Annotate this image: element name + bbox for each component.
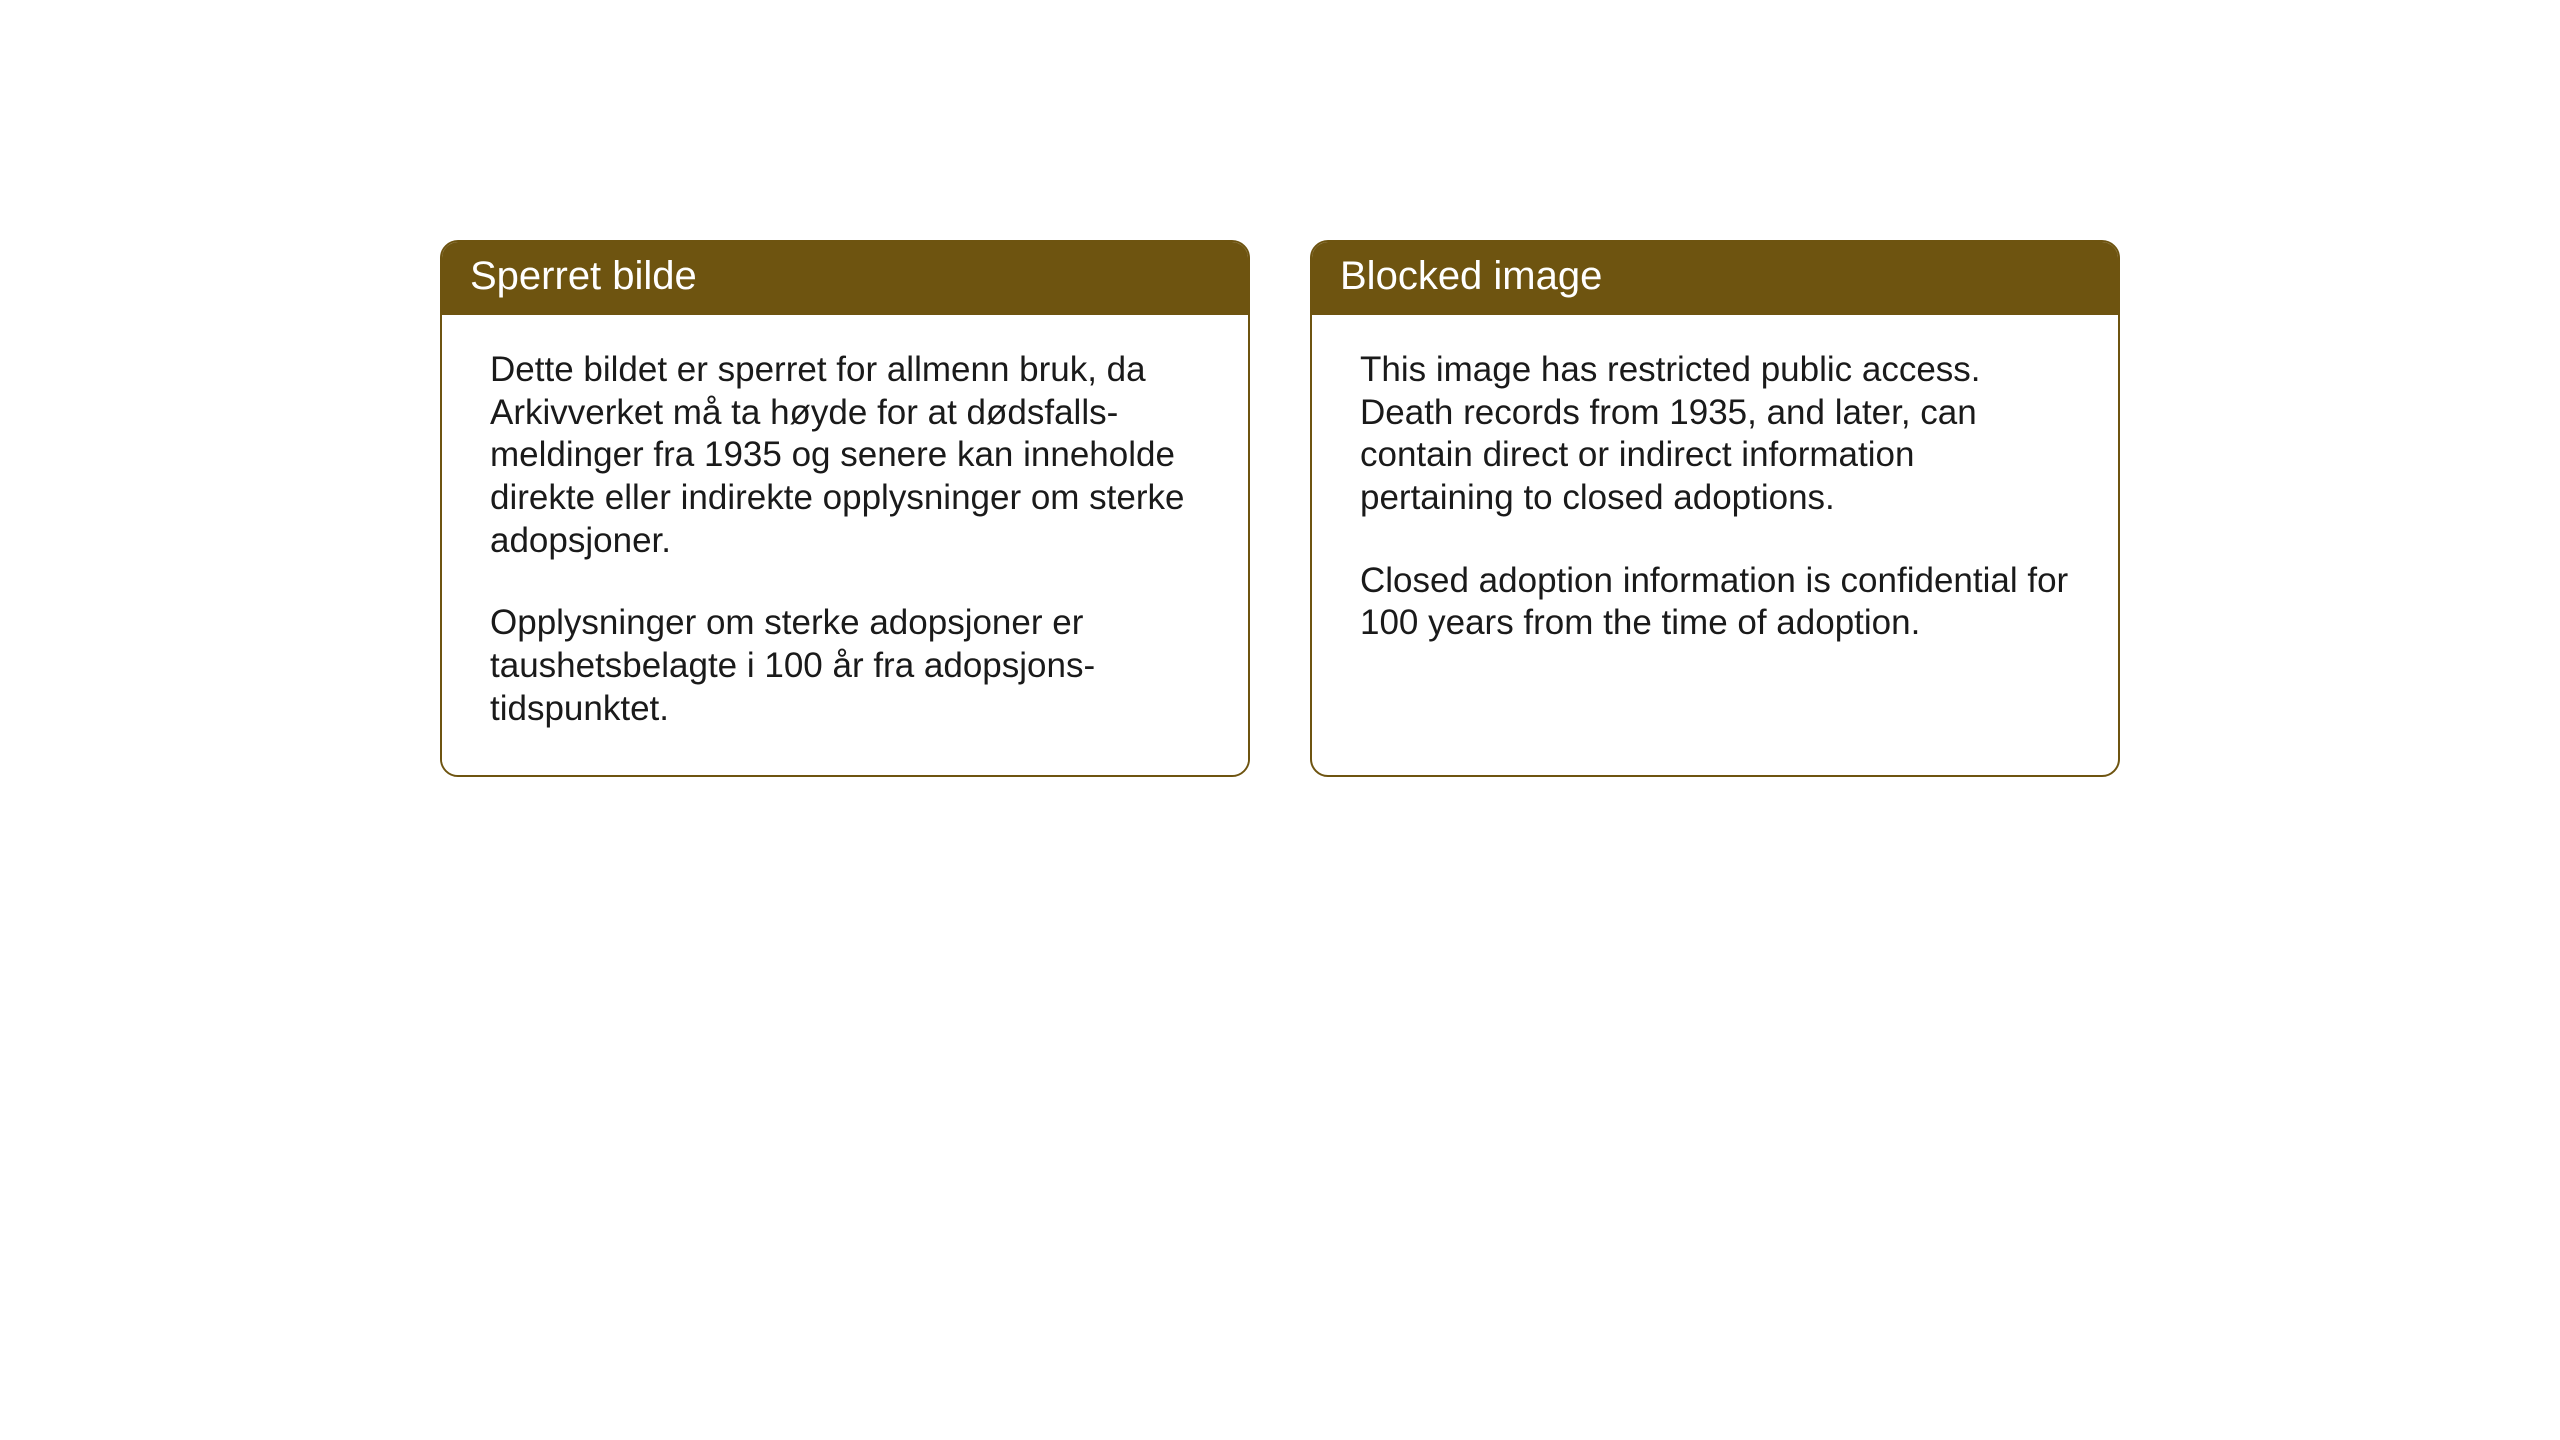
card-english-paragraph-1: This image has restricted public access.… (1360, 349, 2070, 520)
card-english: Blocked image This image has restricted … (1310, 240, 2120, 777)
card-english-header: Blocked image (1312, 242, 2118, 315)
card-english-paragraph-2: Closed adoption information is confident… (1360, 560, 2070, 645)
card-norwegian: Sperret bilde Dette bildet er sperret fo… (440, 240, 1250, 777)
card-norwegian-header: Sperret bilde (442, 242, 1248, 315)
card-norwegian-body: Dette bildet er sperret for allmenn bruk… (442, 315, 1248, 775)
card-english-body: This image has restricted public access.… (1312, 315, 2118, 755)
card-norwegian-title: Sperret bilde (470, 254, 697, 298)
card-norwegian-paragraph-1: Dette bildet er sperret for allmenn bruk… (490, 349, 1200, 562)
card-norwegian-paragraph-2: Opplysninger om sterke adopsjoner er tau… (490, 602, 1200, 730)
card-english-title: Blocked image (1340, 254, 1602, 298)
cards-container: Sperret bilde Dette bildet er sperret fo… (440, 240, 2120, 777)
